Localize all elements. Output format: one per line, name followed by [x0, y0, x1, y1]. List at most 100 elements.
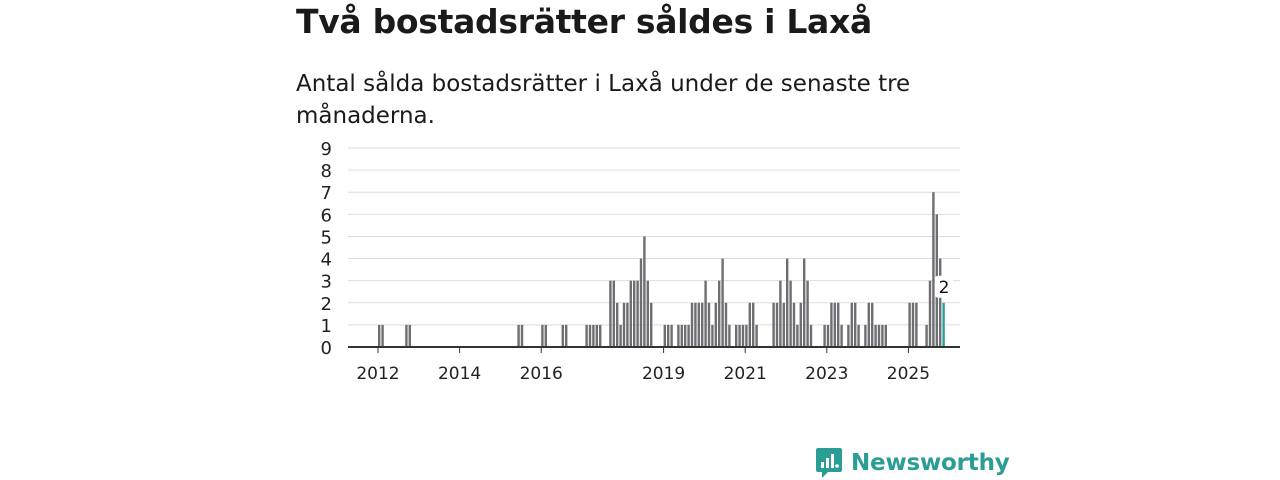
- bar: [728, 324, 731, 347]
- bar: [378, 324, 381, 347]
- newsworthy-logo-icon: [816, 448, 842, 478]
- bar: [636, 280, 639, 347]
- x-tick-label: 2012: [356, 364, 399, 384]
- bar: [704, 280, 707, 347]
- y-tick-label: 9: [321, 139, 332, 160]
- bar: [915, 302, 918, 347]
- bar: [775, 302, 779, 347]
- bar: [867, 302, 870, 347]
- bar: [517, 324, 520, 347]
- bar: [633, 280, 636, 347]
- bar: [619, 324, 622, 347]
- bar: [639, 258, 643, 347]
- bar: [650, 302, 653, 347]
- bar: [789, 280, 792, 347]
- bar: [939, 258, 942, 347]
- bar: [854, 302, 857, 347]
- bar: [857, 324, 860, 347]
- bar: [738, 324, 741, 347]
- bar: [871, 302, 874, 347]
- bar: [588, 324, 592, 347]
- bar: [718, 280, 721, 347]
- bar: [694, 302, 697, 347]
- bar: [701, 302, 704, 347]
- bar: [908, 302, 911, 347]
- bar: [874, 324, 877, 347]
- bar: [599, 324, 602, 347]
- bar: [592, 324, 595, 347]
- bar: [561, 324, 564, 347]
- bar: [677, 324, 680, 347]
- bar: [520, 324, 524, 347]
- bar: [840, 324, 843, 347]
- bar: [616, 302, 619, 347]
- bar: [806, 280, 809, 347]
- y-tick-label: 2: [321, 294, 332, 315]
- bar: [622, 302, 626, 347]
- bar: [786, 258, 789, 347]
- bar: [680, 324, 683, 347]
- bar: [826, 324, 830, 347]
- bar: [626, 302, 629, 347]
- bar: [565, 324, 568, 347]
- bar: [809, 324, 813, 347]
- bar: [541, 324, 544, 347]
- bar: [408, 324, 411, 347]
- bar: [735, 324, 738, 347]
- bar: [830, 302, 833, 347]
- x-tick-label: 2014: [438, 364, 481, 384]
- bar: [690, 302, 694, 347]
- y-tick-label: 5: [321, 227, 332, 248]
- y-tick-label: 1: [321, 316, 332, 337]
- bar: [612, 280, 615, 347]
- data-label: 2: [939, 278, 950, 298]
- bar: [772, 302, 775, 347]
- bar: [663, 324, 666, 347]
- bar: [748, 302, 751, 347]
- data-label-background: [935, 275, 954, 298]
- bar: [755, 324, 758, 347]
- bar: [782, 302, 785, 347]
- bar: [687, 324, 690, 347]
- y-tick-label: 4: [321, 250, 332, 271]
- bar: [928, 280, 932, 347]
- bar: [609, 280, 612, 347]
- bar: [544, 324, 547, 347]
- bar: [585, 324, 588, 347]
- bar: [864, 324, 867, 347]
- bar: [803, 258, 806, 347]
- x-axis-ticks: 2012 2014 2016 2019 2021 2023 2025: [356, 347, 930, 384]
- bar: [847, 324, 850, 347]
- bar: [684, 324, 687, 347]
- bar: [405, 324, 408, 347]
- y-tick-label: 6: [321, 205, 332, 226]
- y-tick-label: 8: [321, 161, 332, 182]
- bar: [711, 324, 714, 347]
- bar: [697, 302, 700, 347]
- newsworthy-logo: Newsworthy: [815, 446, 1010, 480]
- bar: [877, 324, 881, 347]
- chart-title: Två bostadsrätter såldes i Laxå: [296, 2, 872, 41]
- bar: [823, 324, 826, 347]
- bar: [741, 324, 745, 347]
- y-tick-label: 7: [321, 183, 332, 204]
- bar: [779, 280, 782, 347]
- bar: [595, 324, 598, 347]
- bar: [629, 280, 632, 347]
- bar: [833, 302, 836, 347]
- bar: [643, 236, 646, 347]
- bar: [884, 324, 887, 347]
- chart-subtitle: Antal sålda bostadsrätter i Laxå under d…: [296, 71, 911, 129]
- bar: [670, 324, 673, 347]
- x-tick-label: 2021: [724, 364, 767, 384]
- bar: [721, 258, 724, 347]
- bar: [714, 302, 717, 347]
- data-labels: 2: [935, 275, 954, 298]
- gridlines: [348, 147, 960, 326]
- y-tick-label: 3: [321, 272, 332, 293]
- bar: [745, 324, 748, 347]
- bar: [646, 280, 649, 347]
- bar: [724, 302, 728, 347]
- bar: [707, 302, 711, 347]
